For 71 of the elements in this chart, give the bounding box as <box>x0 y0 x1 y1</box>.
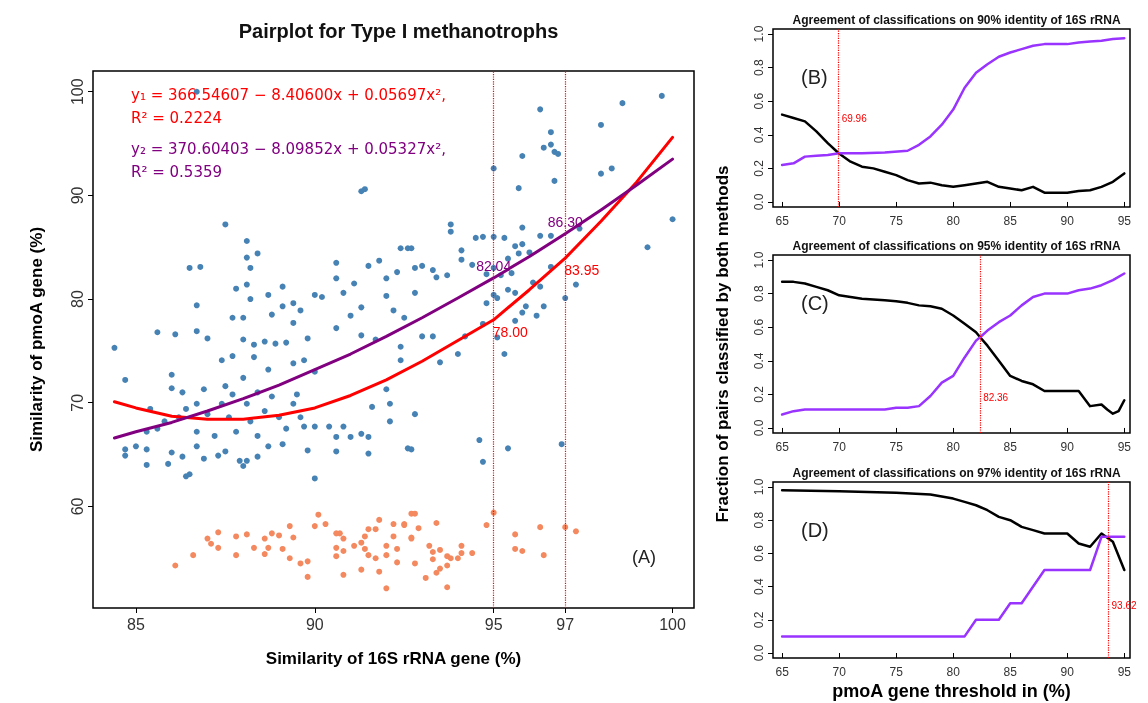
x-tick-label: 70 <box>832 440 847 454</box>
annotation: (A) <box>632 547 656 567</box>
y-tick-label: 90 <box>68 186 86 205</box>
chart-title: Agreement of classifications on 97% identity of 16S rRNA <box>792 466 1121 480</box>
x-tick-label: 80 <box>946 440 961 454</box>
x-tick-label: 80 <box>946 665 961 679</box>
x-tick-label: 90 <box>1060 665 1075 679</box>
y-tick-label: 0.6 <box>752 92 766 110</box>
y-tick-label: 80 <box>68 290 86 308</box>
y-tick-label: 0.2 <box>752 159 766 177</box>
y-tick-label: 1.0 <box>752 251 766 269</box>
y-tick-label: 0.6 <box>752 318 766 336</box>
x-tick-label: 85 <box>1003 440 1018 454</box>
x-tick-label: 95 <box>1117 665 1132 679</box>
x-tick-label: 85 <box>1003 665 1018 679</box>
x-tick-label: 70 <box>832 665 847 679</box>
x-tick-label: 70 <box>832 214 847 228</box>
x-tick-label: 65 <box>775 214 790 228</box>
y-tick-label: 1.0 <box>752 478 766 496</box>
y-tick-label: 70 <box>68 393 86 412</box>
x-tick-label: 97 <box>556 615 575 633</box>
y-tick-label: 0.2 <box>752 611 766 629</box>
y-tick-label: 0.4 <box>752 577 766 595</box>
x-tick-label: 90 <box>1060 214 1075 228</box>
y-tick-label: 0.8 <box>752 511 766 529</box>
x-tick-label: 95 <box>484 615 503 633</box>
text: y₁ = 366.54607 − 8.40600x + 0.05697x², R² = 0.2224 <box>131 85 446 127</box>
y-tick-label: 0.8 <box>752 284 766 302</box>
y-tick-label: 0.2 <box>752 385 766 403</box>
annotation: (C) <box>801 292 829 314</box>
y-tick-label: 0.0 <box>752 419 766 437</box>
x-tick-label: 95 <box>1117 214 1132 228</box>
x-tick-label: 100 <box>659 615 686 633</box>
y-tick-label: 1.0 <box>752 25 766 43</box>
x-tick-label: 75 <box>889 214 904 228</box>
chart-title: Pairplot for Type I methanotrophs <box>238 20 559 42</box>
x-tick-label: 85 <box>127 615 145 633</box>
y-tick-label: 60 <box>68 497 86 516</box>
x-axis-title: pmoA gene threshold in (%) <box>832 681 1071 701</box>
x-tick-label: 65 <box>775 440 790 454</box>
x-tick-label: 90 <box>305 615 324 633</box>
x-axis-title: Similarity of 16S rRNA gene (%) <box>265 649 522 668</box>
y-tick-label: 0.6 <box>752 544 766 562</box>
line-series <box>780 113 1126 194</box>
chart-title: Agreement of classifications on 90% identity of 16S rRNA <box>792 13 1121 27</box>
x-tick-label: 80 <box>946 214 961 228</box>
data-label: 83.95 <box>564 262 600 279</box>
y-tick-label: 100 <box>68 78 86 106</box>
y-tick-label: 0.8 <box>752 58 766 76</box>
ref-line-label: 82.36 <box>983 391 1009 403</box>
y-tick-label: 0.4 <box>752 352 766 370</box>
data-label: 78.00 <box>492 323 528 340</box>
x-tick-label: 75 <box>889 665 904 679</box>
y-axis-title: Fraction of pairs classified by both methods <box>713 165 732 523</box>
x-tick-label: 65 <box>775 665 790 679</box>
data-label: 82.04 <box>476 257 512 274</box>
y-tick-label: 0.0 <box>752 644 766 662</box>
x-tick-label: 95 <box>1117 440 1132 454</box>
ref-line-label: 69.96 <box>841 112 868 124</box>
annotation: (B) <box>801 66 828 88</box>
y-axis-title: Similarity of pmoA gene (%) <box>27 226 46 453</box>
y-tick-label: 0.4 <box>752 126 766 144</box>
chart-title: Agreement of classifications on 95% identity of 16S rRNA <box>792 239 1121 253</box>
x-tick-label: 90 <box>1060 440 1075 454</box>
text: y₂ = 370.60403 − 8.09852x + 0.05327x², R² = 0.5359 <box>131 139 446 181</box>
line-series <box>780 36 1126 167</box>
line-series <box>780 489 1126 572</box>
x-tick-label: 85 <box>1003 214 1018 228</box>
x-tick-label: 75 <box>889 440 904 454</box>
y-tick-label: 0.0 <box>752 193 766 211</box>
annotation: (D) <box>801 519 829 541</box>
